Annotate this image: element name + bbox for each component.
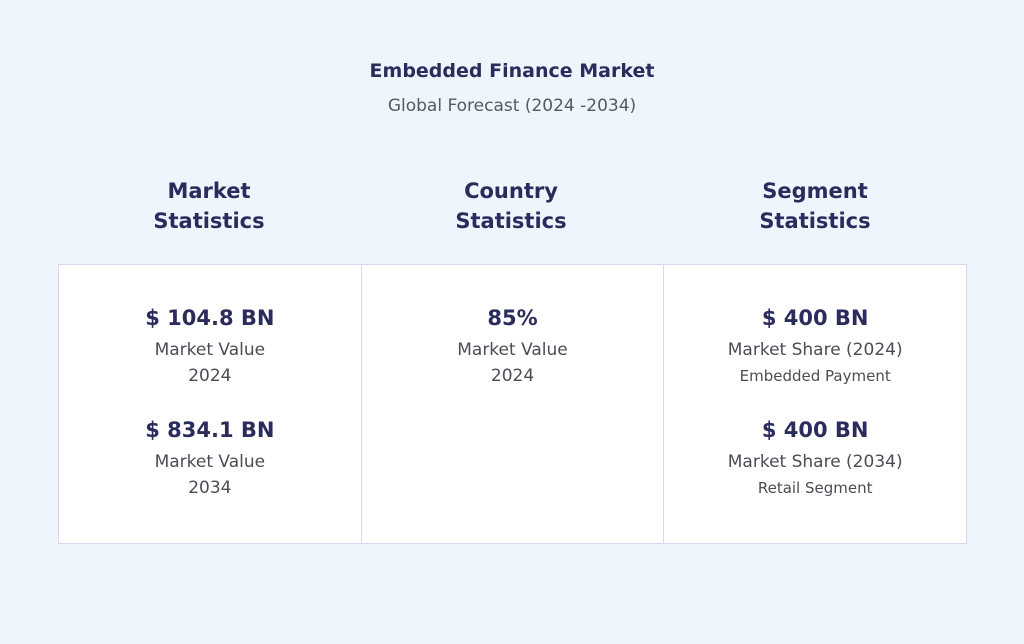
stats-box: $ 104.8 BN Market Value 2024 $ 834.1 BN Mark… <box>58 264 967 544</box>
stat-label: 2034 <box>188 478 232 498</box>
stat-label: Market Value <box>457 340 568 360</box>
stat-item: $ 400 BN Market Share (2034) Retail Segmen… <box>664 415 966 501</box>
stat-value: $ 400 BN <box>761 306 869 330</box>
column-heading: Market Statistics <box>153 179 265 233</box>
stat-item: $ 834.1 BN Market Value 2034 <box>59 415 361 501</box>
stat-value: $ 400 BN <box>761 418 869 442</box>
stat-column: $ 104.8 BN Market Value 2024 $ 834.1 BN Mark… <box>59 265 362 543</box>
stat-item: $ 400 BN Market Share (2024) Embedded Paym… <box>664 303 966 389</box>
stat-label: 2024 <box>188 366 232 386</box>
stat-value: 85% <box>487 306 538 330</box>
stat-label: Market Share (2034) <box>727 452 903 472</box>
stat-column: $ 400 BN Market Share (2024) Embedded Paym… <box>664 265 966 543</box>
stat-label: Retail Segment <box>757 479 873 497</box>
column-heading: Segment Statistics <box>759 179 871 233</box>
stat-label: Market Value <box>154 340 266 360</box>
stat-label: 2024 <box>490 366 535 386</box>
stat-value: $ 834.1 BN <box>145 418 275 442</box>
subtitle: Global Forecast (2024 -2034) <box>387 96 637 116</box>
stat-column: 85% Market Value 2024 <box>362 265 665 543</box>
stat-value: $ 104.8 BN <box>145 306 275 330</box>
stat-item: 85% Market Value 2024 <box>362 303 664 389</box>
stat-label: Market Value <box>154 452 266 472</box>
stat-item: $ 104.8 BN Market Value 2024 <box>59 303 361 389</box>
title: Embedded Finance Market <box>369 60 655 82</box>
column-heading: Country Statistics <box>455 179 567 233</box>
stat-label: Embedded Payment <box>739 367 891 385</box>
stat-label: Market Share (2024) <box>727 340 903 360</box>
